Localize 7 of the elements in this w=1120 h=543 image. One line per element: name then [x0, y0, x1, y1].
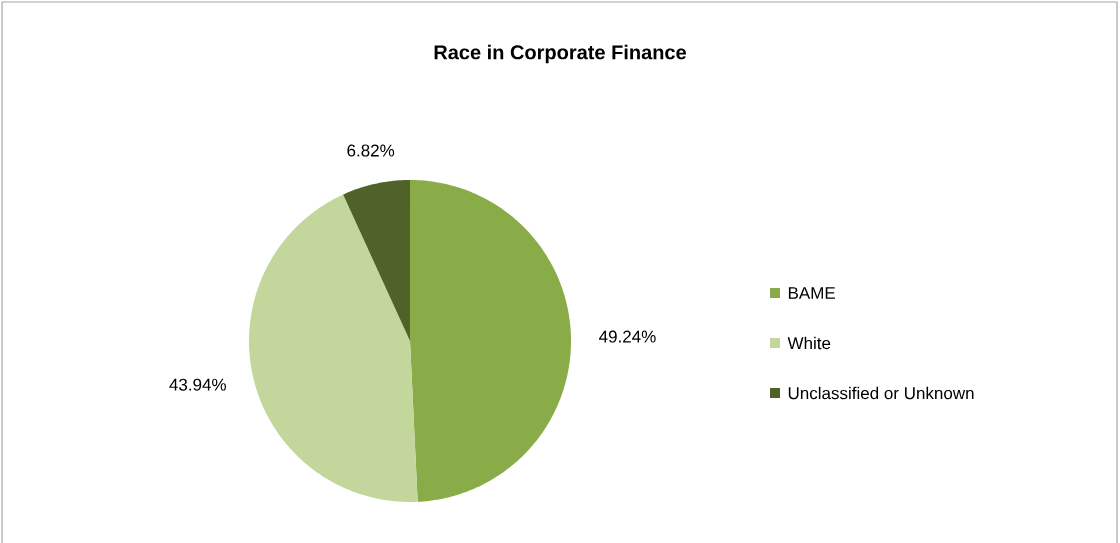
data-label: 43.94%	[169, 378, 226, 391]
legend-label: White	[787, 336, 831, 350]
legend-label: BAME	[788, 287, 835, 299]
data-label: 6.82%	[347, 144, 395, 157]
legend-label: Unclassified or Unknown	[788, 386, 974, 400]
data-label: 49.24%	[599, 330, 656, 343]
chart-title: Race in Corporate Finance	[434, 44, 686, 64]
